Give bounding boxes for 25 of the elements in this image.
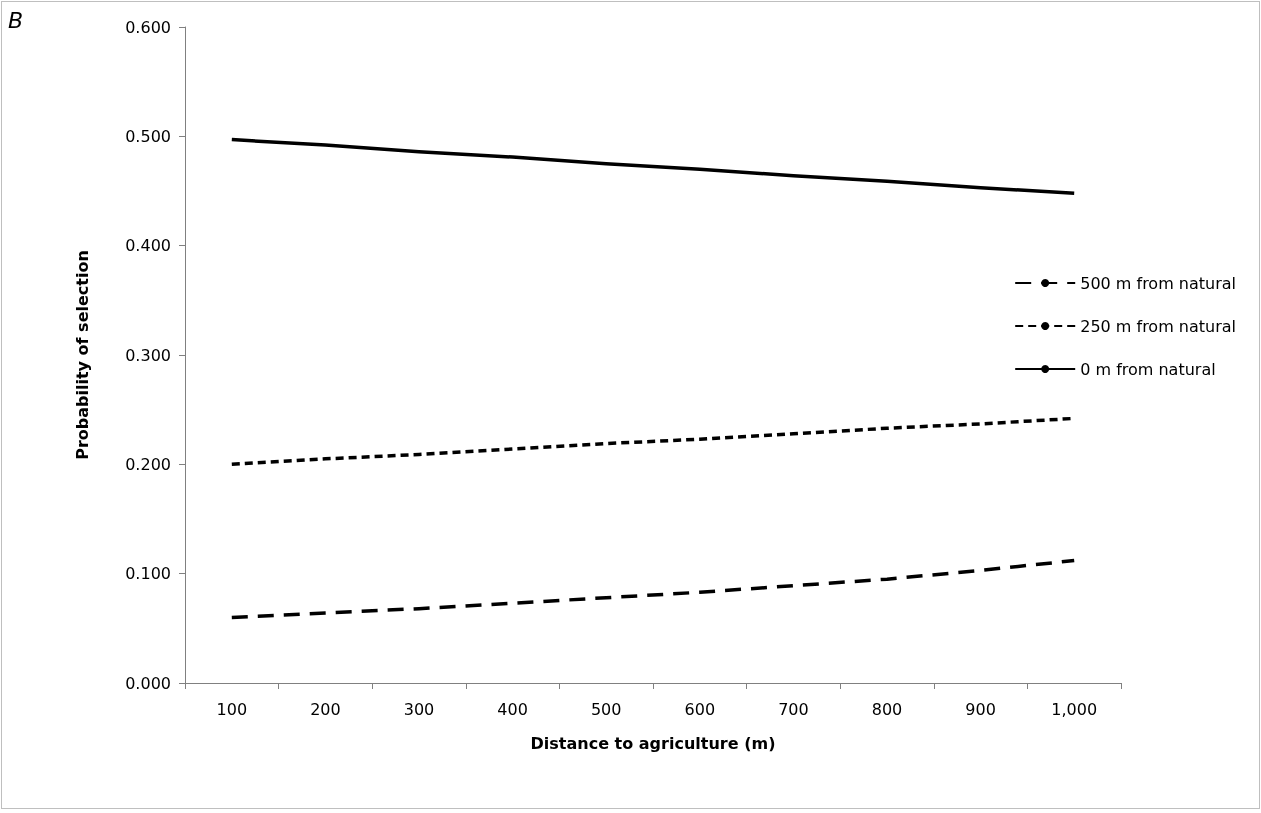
x-tick-label: 800 (871, 699, 903, 719)
line-series (230, 137, 1076, 195)
y-axis-title: Probability of selection (72, 250, 92, 460)
line-series (230, 558, 1076, 620)
y-tick-label: 0.600 (125, 17, 171, 37)
text: B (8, 8, 24, 33)
x-tick-label: 500 (590, 699, 622, 719)
legend-label: 0 m from natural (1080, 359, 1216, 379)
y-tick-label: 0.200 (125, 454, 171, 474)
x-tick-label: 700 (778, 699, 809, 719)
x-tick-label: 600 (684, 699, 716, 719)
legend-label: 250 m from natural (1080, 316, 1237, 336)
x-tick-label: 300 (403, 699, 435, 719)
y-tick-label: 0.500 (125, 126, 171, 146)
x-tick-label: 100 (216, 699, 248, 719)
x-tick-label: 1,000 (1051, 699, 1098, 719)
y-tick-label: 0.300 (125, 345, 171, 365)
x-axis-title: Distance to agriculture (m) (530, 733, 776, 753)
y-tick-label: 0.400 (125, 236, 171, 256)
y-tick-label: 0.000 (125, 673, 171, 693)
x-tick-label: 400 (497, 699, 528, 719)
x-tick-label: 200 (310, 699, 341, 719)
x-tick-label: 900 (965, 699, 996, 719)
legend-label: 500 m from natural (1080, 273, 1237, 293)
y-tick-label: 0.100 (125, 564, 171, 584)
